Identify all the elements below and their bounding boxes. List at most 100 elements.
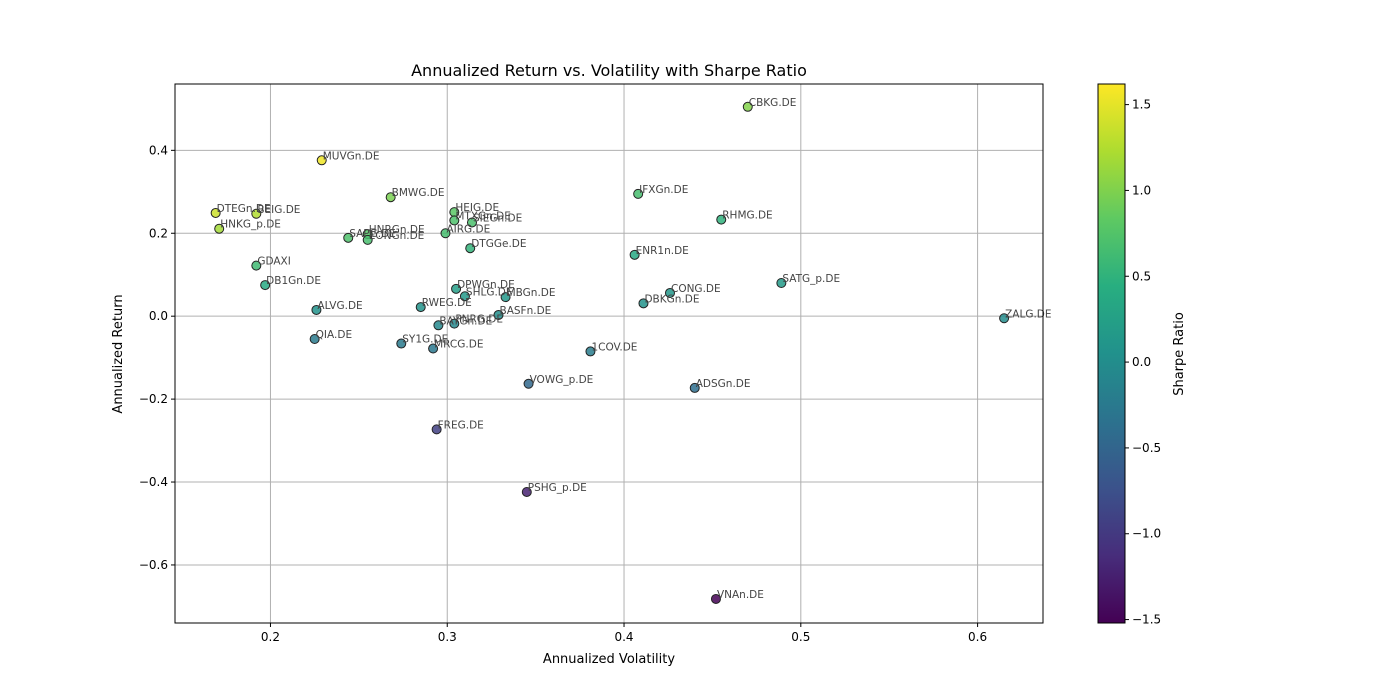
point-label: GDAXI xyxy=(257,256,291,268)
point-label: HNRGn.DE xyxy=(369,224,425,236)
point-label: SATG_p.DE xyxy=(782,273,840,285)
colorbar-tick-label: 1.0 xyxy=(1132,183,1151,197)
point-label: AIRG.DE xyxy=(446,223,490,235)
point-label: DTEGn.DE xyxy=(217,203,271,215)
y-tick-label: 0.0 xyxy=(149,309,168,323)
data-point xyxy=(999,313,1010,324)
data-point xyxy=(362,234,373,245)
point-label: MUVGn.DE xyxy=(323,150,380,162)
x-tick-label: 0.4 xyxy=(614,630,633,644)
data-point xyxy=(493,309,504,320)
point-label: CONG.DE xyxy=(671,283,721,295)
data-point xyxy=(776,278,787,289)
data-point xyxy=(431,424,442,435)
data-point xyxy=(742,101,753,112)
point-label: BAYGn.DE xyxy=(439,315,492,327)
colorbar-tick-label: −0.5 xyxy=(1132,441,1161,455)
colorbar-tick-label: −1.0 xyxy=(1132,527,1161,541)
data-point xyxy=(449,215,460,226)
y-axis-ticks: −0.6 −0.4 −0.2 0.0 0.2 0.4 xyxy=(139,143,175,572)
point-label: DPWGn.DE xyxy=(457,279,515,291)
point-label: MTXGn.DE xyxy=(455,210,511,222)
data-point xyxy=(664,287,675,298)
point-label: SIEGn.DE xyxy=(473,212,522,224)
data-point xyxy=(415,302,426,313)
point-label: SY1G.DE xyxy=(402,334,448,346)
data-point xyxy=(466,217,477,228)
point-label: BEIG.DE xyxy=(257,204,300,216)
chart-title: Annualized Return vs. Volatility with Sh… xyxy=(411,61,807,80)
colorbar-tick-label: 0.5 xyxy=(1132,269,1151,283)
colorbar-tick-label: 0.0 xyxy=(1132,355,1151,369)
colorbar-label: Sharpe Ratio xyxy=(1172,312,1187,396)
data-point xyxy=(343,232,354,243)
point-label: HNKG_p.DE xyxy=(220,219,281,231)
y-tick-label: −0.2 xyxy=(139,392,168,406)
point-label: BMWG.DE xyxy=(392,187,445,199)
point-label: QIA.DE xyxy=(316,329,352,341)
point-label: DTGGe.DE xyxy=(471,238,526,250)
point-label: IFXGn.DE xyxy=(639,184,688,196)
point-label: RHMG.DE xyxy=(722,210,772,222)
data-point xyxy=(440,228,451,239)
data-point xyxy=(716,214,727,225)
data-point xyxy=(311,304,322,315)
colorbar-ticks: −1.5 −1.0 −0.5 0.0 0.5 1.0 1.5 xyxy=(1125,98,1161,627)
data-point xyxy=(428,343,439,354)
point-label: ENR1n.DE xyxy=(636,245,689,257)
point-label: ALVG.DE xyxy=(317,300,362,312)
data-point xyxy=(309,333,320,344)
point-label: DBKGn.DE xyxy=(644,293,699,305)
colorbar-tick-label: 1.5 xyxy=(1132,98,1151,112)
x-tick-label: 0.3 xyxy=(438,630,457,644)
data-point xyxy=(689,382,700,393)
point-label: SAPG.DE xyxy=(349,228,396,240)
data-point xyxy=(629,249,640,260)
data-point xyxy=(500,292,511,303)
x-axis-ticks: 0.2 0.3 0.4 0.5 0.6 xyxy=(261,623,987,644)
point-label: HEIG.DE xyxy=(455,202,499,214)
point-label: VOWG_p.DE xyxy=(530,374,594,386)
y-tick-label: 0.2 xyxy=(149,226,168,240)
data-point xyxy=(210,207,221,218)
data-point xyxy=(710,593,721,604)
data-point xyxy=(260,280,271,291)
point-label: EONGn.DE xyxy=(369,230,425,242)
x-tick-label: 0.5 xyxy=(791,630,810,644)
data-point xyxy=(214,223,225,234)
data-point xyxy=(465,243,476,254)
point-label: DB1Gn.DE xyxy=(266,275,321,287)
point-label: MRCG.DE xyxy=(434,339,483,351)
data-point xyxy=(451,283,462,294)
data-point xyxy=(433,320,444,331)
grid xyxy=(175,84,1043,623)
point-label: PNRG.DE xyxy=(455,314,503,326)
point-label: RWEG.DE xyxy=(422,297,472,309)
x-tick-label: 0.6 xyxy=(968,630,987,644)
point-label: FREG.DE xyxy=(438,419,484,431)
x-axis-label: Annualized Volatility xyxy=(543,652,675,667)
data-point xyxy=(523,378,534,389)
data-point xyxy=(521,486,532,497)
data-point xyxy=(396,338,407,349)
data-point xyxy=(459,291,470,302)
y-tick-label: −0.6 xyxy=(139,558,168,572)
data-point xyxy=(585,346,596,357)
colorbar xyxy=(1097,83,1126,624)
plot-area-frame xyxy=(174,83,1044,624)
point-label: PSHG_p.DE xyxy=(528,482,587,494)
point-label: 1COV.DE xyxy=(591,341,637,353)
data-point xyxy=(633,188,644,199)
point-label: CBKG.DE xyxy=(749,97,797,109)
data-point xyxy=(251,260,262,271)
point-label: ADSGn.DE xyxy=(696,378,751,390)
data-point xyxy=(385,192,396,203)
point-label: ZALG.DE xyxy=(1005,308,1051,320)
data-points xyxy=(210,101,1010,604)
point-label: VNAn.DE xyxy=(717,589,764,601)
colorbar-tick-label: −1.5 xyxy=(1132,613,1161,627)
x-tick-label: 0.2 xyxy=(261,630,280,644)
y-axis-label: Annualized Return xyxy=(111,294,126,413)
